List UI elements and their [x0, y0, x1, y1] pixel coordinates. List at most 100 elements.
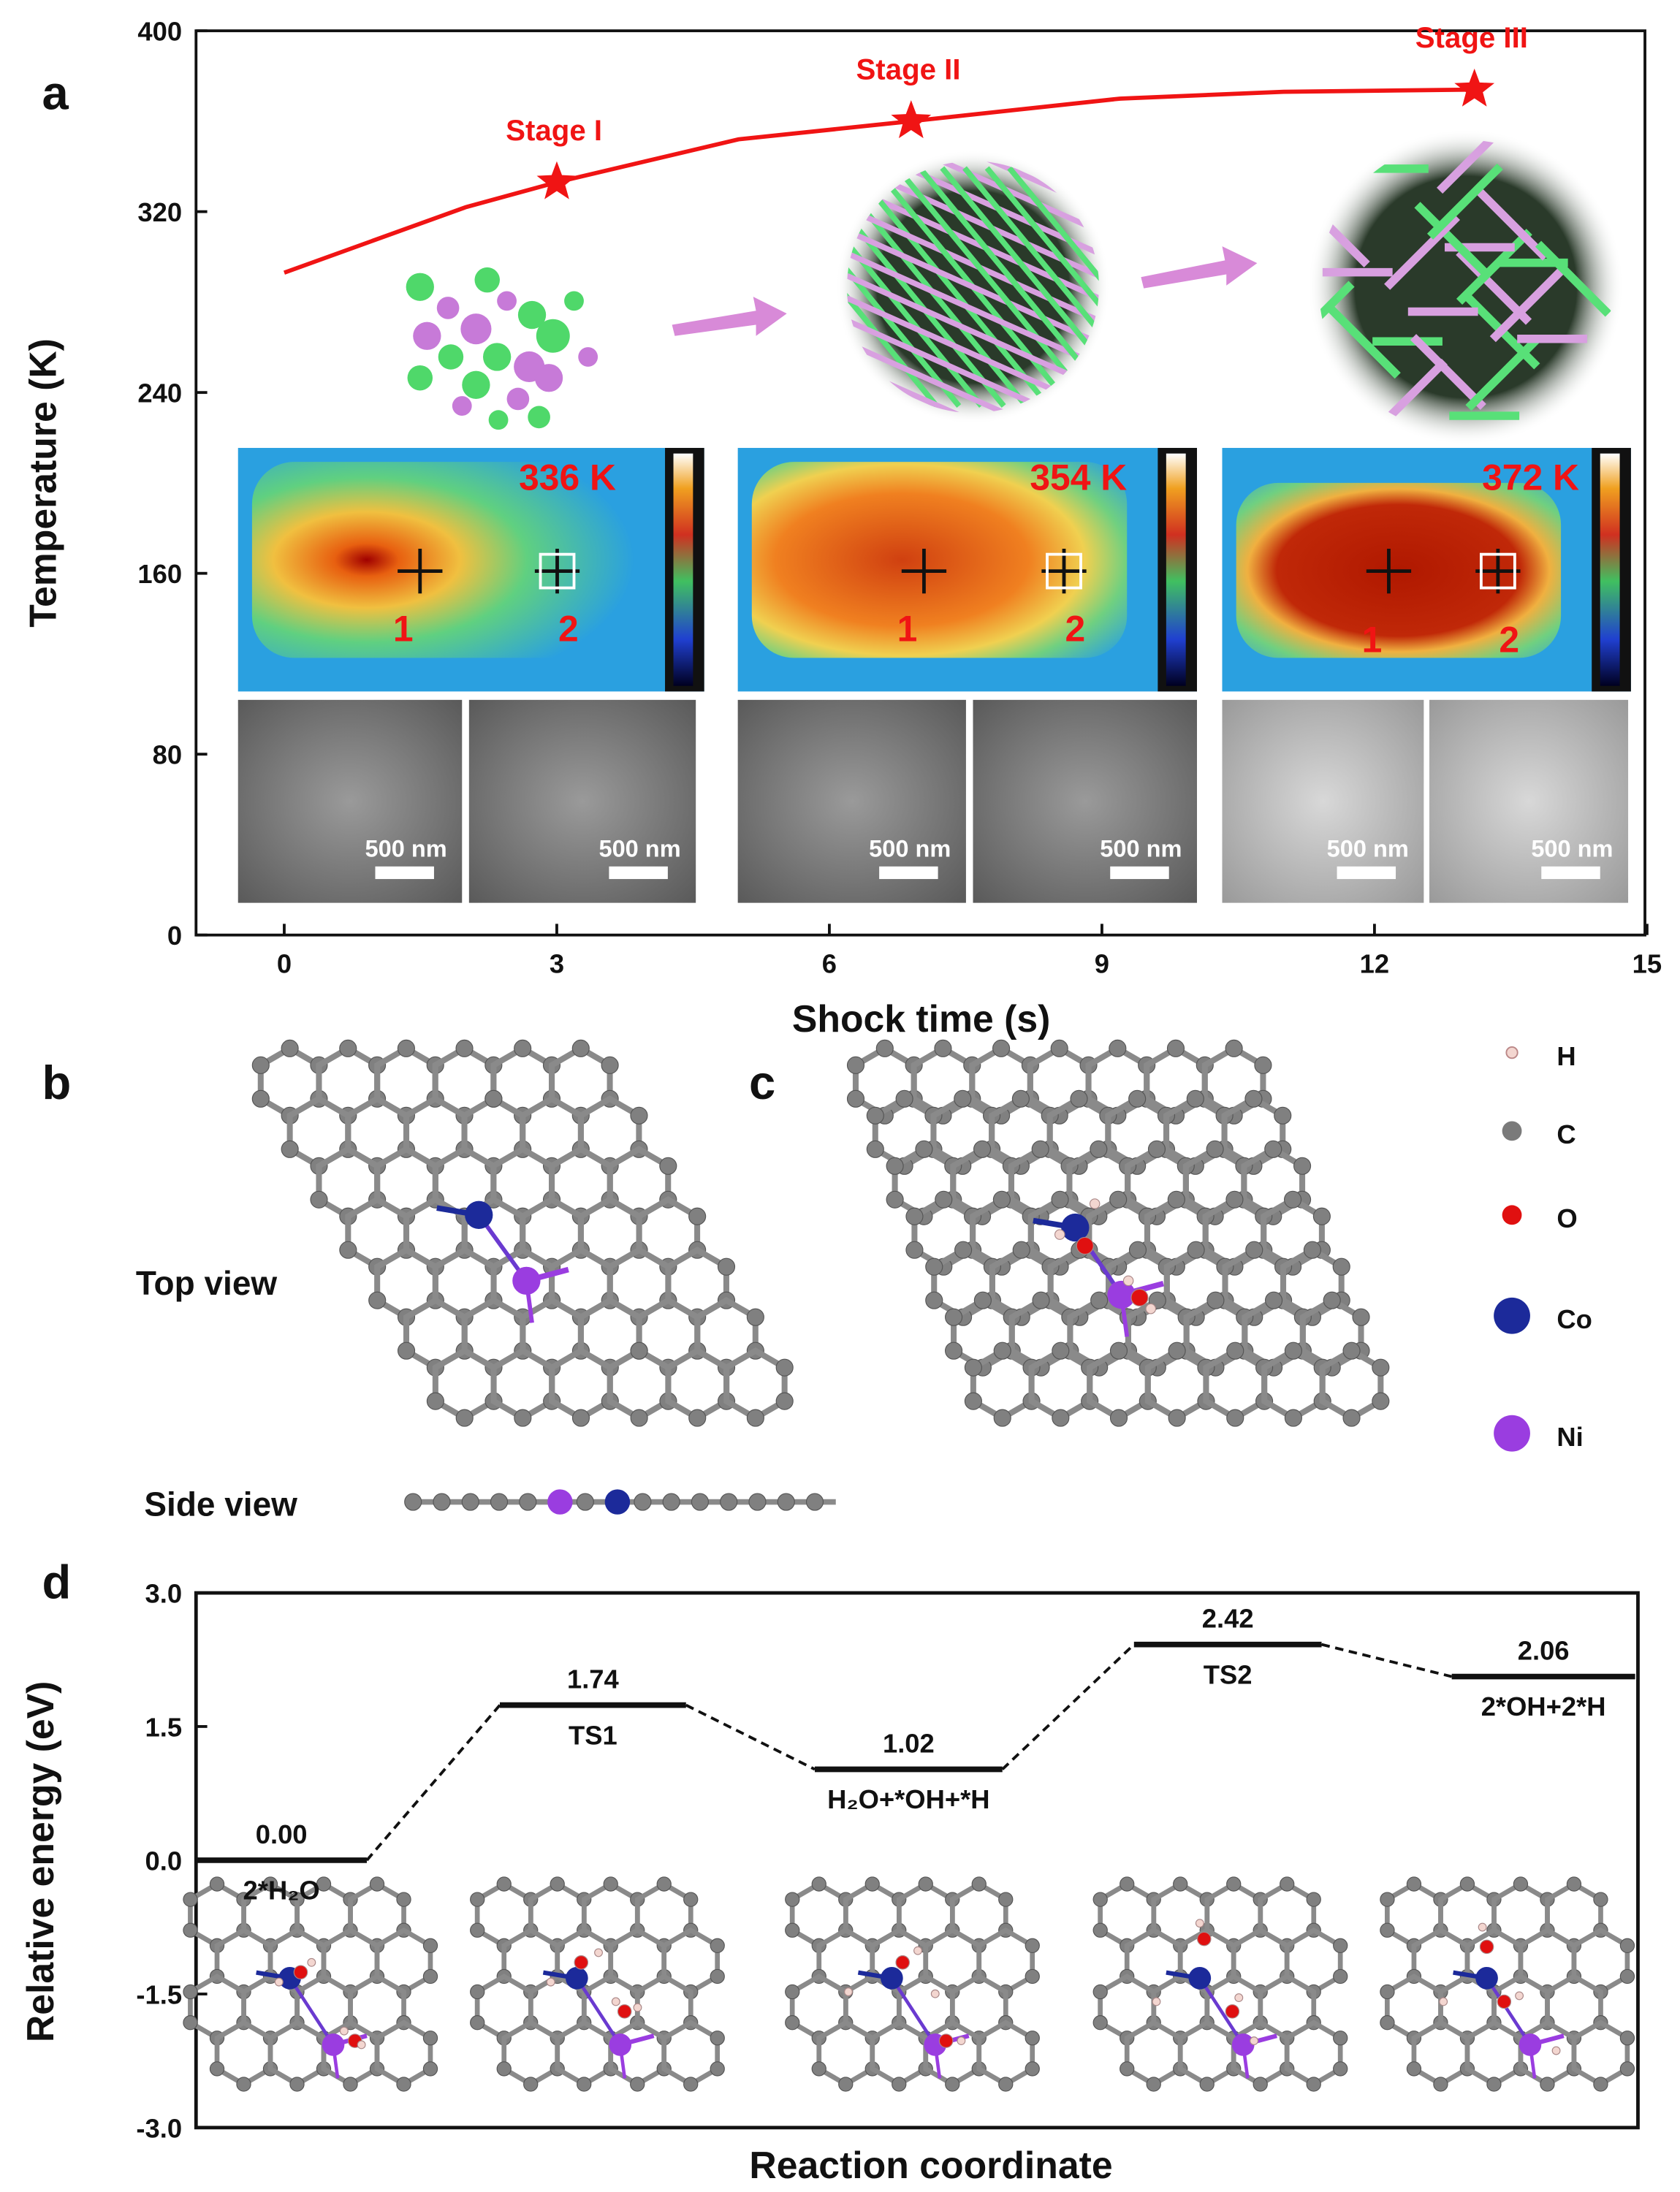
carbon-atom: [1303, 1241, 1321, 1259]
hydrogen-atom: [1054, 1229, 1065, 1240]
energy-value: 1.74: [567, 1664, 620, 1694]
thermal-hot-zone: [751, 462, 1128, 658]
carbon-atom: [1147, 1140, 1166, 1158]
legend-label: O: [1557, 1203, 1577, 1233]
crosshair-icon: [534, 548, 580, 594]
carbon-bond: [607, 1347, 672, 1422]
carbon-bond: [1203, 1347, 1268, 1422]
nanoparticle: [452, 396, 472, 416]
carbon-bond: [555, 2020, 614, 2088]
nickel-atom: [547, 1489, 573, 1515]
carbon-atom: [785, 2015, 800, 2031]
carbon-atom: [1284, 1409, 1302, 1427]
measurement-point-label: 1: [393, 608, 414, 649]
crosshair-icon: [901, 548, 947, 594]
top-view-label: Top view: [136, 1264, 278, 1302]
panel-label-d: d: [42, 1556, 72, 1609]
temperature-readout: 354 K: [1030, 457, 1127, 498]
carbon-atom: [691, 1493, 709, 1511]
carbon-atom: [601, 1056, 619, 1074]
temperature-readout: 372 K: [1482, 457, 1579, 498]
scale-bar: [1541, 866, 1600, 880]
carbon-atom: [935, 1190, 953, 1209]
carbon-bond: [214, 2020, 273, 2088]
carbon-atom: [183, 1892, 198, 1907]
nanoparticles-illustration: [406, 267, 598, 430]
carbon-atom: [748, 1493, 767, 1511]
carbon-atom: [1372, 1392, 1390, 1410]
carbon-atom: [811, 2061, 826, 2077]
carbon-atom: [1284, 1342, 1302, 1360]
graphene-top-view-b: [251, 1039, 794, 1427]
co-ni-bond: [288, 1977, 335, 2046]
carbon-atom: [603, 1876, 618, 1892]
carbon-atom: [1352, 1308, 1370, 1326]
carbon-atom: [470, 1922, 485, 1938]
carbon-atom: [710, 1938, 725, 1953]
carbon-atom: [1619, 1968, 1635, 1984]
carbon-bond: [870, 2020, 929, 2088]
carbon-atom: [683, 1892, 699, 1907]
stage-label: Stage I: [506, 114, 602, 147]
carbon-atom: [634, 1493, 652, 1511]
carbon-atom: [945, 2077, 960, 2092]
nanosheet: [847, 166, 962, 408]
carbon-atom: [905, 1241, 924, 1259]
oxygen-atom: [1497, 1994, 1512, 2009]
carbon-atom: [1459, 1876, 1475, 1892]
x-tick-label: 15: [1633, 948, 1662, 978]
legend-ni-atom-icon: [1494, 1415, 1530, 1452]
legend-c-atom-icon: [1502, 1121, 1522, 1141]
carbon-atom: [875, 1039, 894, 1057]
carbon-bond: [1284, 2020, 1343, 2088]
carbon-atom: [656, 1876, 672, 1892]
carbon-atom: [1486, 2077, 1502, 2092]
nanosheet: [847, 228, 1099, 346]
state-label: TS2: [1204, 1659, 1253, 1689]
atom-legend: H C O Co Ni: [1494, 1041, 1592, 1452]
hydrogen-atom: [844, 1987, 853, 1996]
carbon-atom: [368, 1291, 387, 1309]
hydrogen-atom: [1515, 1991, 1524, 2001]
carbon-atom: [934, 1039, 952, 1057]
carbon-atom: [688, 1409, 707, 1427]
carbon-atom: [339, 1241, 357, 1259]
carbon-atom: [630, 2077, 645, 2092]
thermal-hot-zone: [251, 462, 634, 658]
carbon-atom: [1312, 1207, 1331, 1225]
hydrogen-atom: [913, 1946, 922, 1955]
carbon-atom: [954, 1241, 973, 1259]
hydrogen-atom: [339, 2026, 349, 2036]
hydrogen-atom: [1250, 2036, 1259, 2046]
cobalt-atom: [465, 1200, 493, 1229]
stage-star-icon: [536, 161, 577, 199]
carbon-atom: [630, 1342, 648, 1360]
graphene-side-view-b: [404, 1489, 836, 1515]
plot-frame-a: [194, 29, 1646, 937]
nanosheet: [1465, 335, 1542, 411]
y-tick-label: 1.5: [145, 1712, 183, 1742]
nanosheet: [1426, 163, 1503, 240]
carbon-atom: [1187, 1241, 1205, 1259]
nickel-atom: [322, 2033, 345, 2056]
carbon-atom: [183, 1984, 198, 2000]
carbon-bond: [816, 2020, 875, 2088]
carbon-atom: [1226, 1409, 1244, 1427]
nanoparticle: [488, 410, 509, 430]
co-ni-bond: [575, 1977, 622, 2046]
carbon-atom: [490, 1493, 509, 1511]
nanosheet: [847, 166, 1006, 408]
carbon-atom: [945, 1308, 963, 1326]
carbon-atom: [1274, 1106, 1292, 1124]
carbon-bond: [661, 2020, 721, 2088]
carbon-atom: [1226, 1342, 1244, 1360]
nanoparticle: [482, 343, 512, 371]
plot-frame-d: [194, 1591, 1640, 2130]
energy-levels: 0.00 2*H₂O 1.74 TS1 1.02 H₂O+*OH+*H 2.42 TS2 2.0…: [196, 1604, 1635, 1906]
nanosheet: [1437, 140, 1513, 194]
nickel-atom: [609, 2033, 632, 2056]
carbon-atom: [183, 1922, 198, 1938]
nanoparticle: [506, 387, 530, 411]
carbon-atom: [1306, 2077, 1321, 2092]
carbon-atom: [310, 1190, 328, 1209]
